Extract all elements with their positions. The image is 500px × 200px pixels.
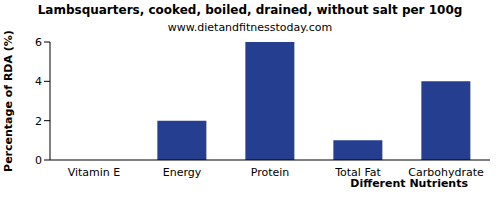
html-text:Different Nutrients: Different Nutrients	[350, 177, 468, 190]
svg-text:Protein: Protein	[251, 166, 290, 179]
html-text:www.dietandfitnesstoday.com: www.dietandfitnesstoday.com	[167, 21, 333, 34]
html-text:Percentage of RDA (%): Percentage of RDA (%)	[1, 30, 15, 172]
html-text:Lambsquarters, cooked, boiled,: Lambsquarters, cooked, boiled, drained, …	[37, 3, 463, 17]
svg-text:2: 2	[35, 115, 42, 128]
svg-text:Energy: Energy	[163, 166, 202, 179]
svg-text:Vitamin E: Vitamin E	[68, 166, 121, 179]
svg-text:4: 4	[35, 75, 42, 88]
svg-text:0: 0	[35, 154, 42, 167]
svg-text:Total Fat: Total Fat	[334, 166, 381, 179]
svg-text:6: 6	[35, 36, 42, 49]
svg-text:Carbohydrate: Carbohydrate	[408, 166, 484, 179]
